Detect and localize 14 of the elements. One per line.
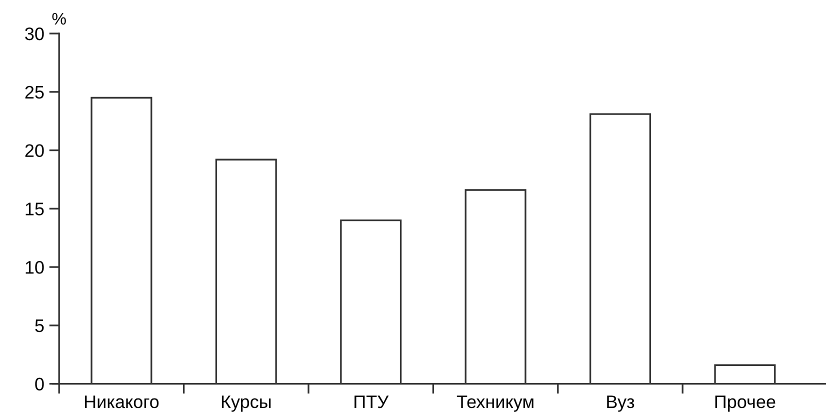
y-tick-label: 20 bbox=[25, 144, 44, 157]
y-axis-title: % bbox=[52, 12, 66, 25]
x-tick-label: Никакого bbox=[85, 396, 159, 408]
y-tick-label: 10 bbox=[26, 260, 44, 274]
x-tick-label: Техникум bbox=[456, 396, 534, 412]
y-tick-label: 30 bbox=[25, 27, 44, 40]
x-tick-label: ПТУ bbox=[354, 396, 389, 408]
x-tick-label: Курсы bbox=[222, 396, 271, 412]
x-tick-label: Прочее bbox=[715, 396, 776, 412]
x-tick-label: Вуз bbox=[607, 396, 634, 412]
y-tick-label: 15 bbox=[26, 202, 44, 216]
y-tick-label: 25 bbox=[25, 86, 44, 99]
y-tick-label: 0 bbox=[35, 378, 44, 391]
y-tick-label: 5 bbox=[35, 320, 44, 332]
